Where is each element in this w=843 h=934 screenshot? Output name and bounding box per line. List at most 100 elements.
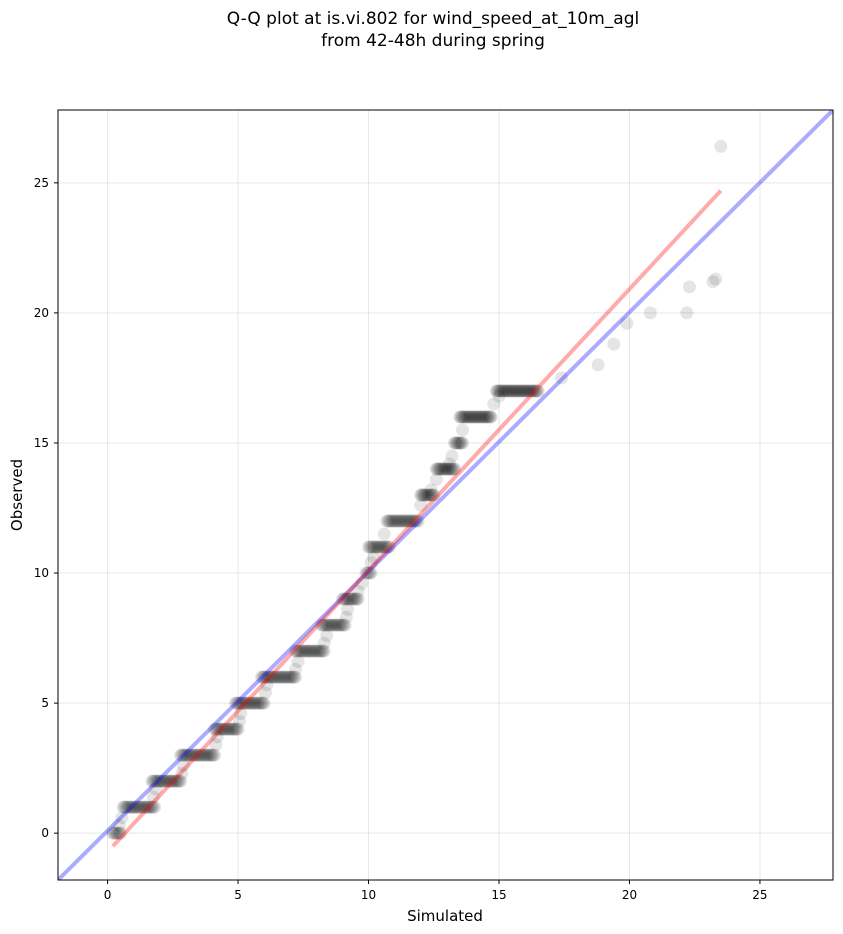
- data-point: [445, 449, 459, 463]
- data-point: [455, 423, 469, 437]
- data-point: [385, 514, 399, 528]
- data-point: [230, 696, 244, 710]
- data-point: [209, 738, 223, 752]
- data-point: [389, 514, 403, 528]
- data-point: [195, 748, 209, 762]
- data-point: [591, 358, 605, 372]
- data-point: [140, 800, 154, 814]
- data-point: [168, 774, 182, 788]
- data-point: [208, 722, 222, 736]
- data-point: [262, 670, 276, 684]
- data-point: [465, 410, 479, 424]
- plot-frame: [57, 109, 834, 881]
- data-point: [380, 514, 394, 528]
- data-point: [380, 540, 394, 554]
- data-point: [231, 722, 245, 736]
- data-point: [402, 514, 416, 528]
- data-point: [290, 644, 304, 658]
- data-point: [247, 696, 261, 710]
- data-point: [146, 800, 160, 814]
- data-point: [271, 670, 285, 684]
- data-point: [193, 748, 207, 762]
- data-point: [643, 306, 657, 320]
- data-point: [221, 722, 235, 736]
- data-point: [249, 696, 263, 710]
- data-point: [408, 514, 422, 528]
- data-point: [296, 644, 310, 658]
- data-point: [476, 410, 490, 424]
- data-point: [188, 748, 202, 762]
- data-point: [519, 384, 533, 398]
- data-point: [470, 410, 484, 424]
- data-point: [138, 800, 152, 814]
- data-point: [209, 722, 223, 736]
- data-point: [163, 774, 177, 788]
- data-point: [114, 826, 128, 840]
- data-point: [172, 774, 186, 788]
- data-point: [453, 410, 467, 424]
- data-point: [462, 410, 476, 424]
- data-point: [234, 707, 248, 721]
- data-point: [142, 800, 156, 814]
- data-point: [265, 670, 279, 684]
- data-point: [232, 696, 246, 710]
- data-point: [151, 774, 165, 788]
- data-point: [381, 514, 395, 528]
- data-point: [135, 800, 149, 814]
- data-point: [256, 670, 270, 684]
- y-tick-label: 15: [34, 436, 49, 450]
- data-point: [359, 566, 373, 580]
- data-point: [406, 514, 420, 528]
- data-point: [171, 774, 185, 788]
- data-point: [211, 722, 225, 736]
- data-point: [458, 410, 472, 424]
- data-point: [422, 488, 436, 502]
- data-point: [529, 384, 543, 398]
- data-point: [258, 686, 272, 700]
- data-point: [244, 696, 258, 710]
- data-point: [335, 592, 349, 606]
- data-point: [251, 696, 265, 710]
- data-point: [493, 384, 507, 398]
- data-point: [187, 748, 201, 762]
- data-point: [146, 790, 160, 804]
- data-point: [339, 610, 353, 624]
- data-point: [243, 696, 257, 710]
- y-tick-label: 5: [41, 696, 49, 710]
- data-point: [512, 384, 526, 398]
- data-point: [504, 384, 518, 398]
- data-point: [335, 618, 349, 632]
- data-point: [257, 670, 271, 684]
- data-point: [502, 384, 516, 398]
- data-point: [321, 618, 335, 632]
- data-point: [218, 722, 232, 736]
- y-axis-label: Observed: [8, 459, 26, 531]
- data-point: [508, 384, 522, 398]
- data-point: [398, 514, 412, 528]
- data-point: [424, 483, 438, 497]
- data-point: [495, 384, 509, 398]
- data-point: [133, 800, 147, 814]
- data-point: [215, 722, 229, 736]
- data-point: [288, 662, 302, 676]
- data-point: [355, 576, 369, 590]
- data-point: [416, 488, 430, 502]
- data-point: [305, 644, 319, 658]
- data-point: [149, 782, 163, 796]
- data-point: [479, 410, 493, 424]
- data-point: [210, 722, 224, 736]
- data-point: [124, 800, 138, 814]
- data-point: [260, 670, 274, 684]
- data-point: [381, 540, 395, 554]
- data-point: [148, 800, 162, 814]
- data-point: [174, 774, 188, 788]
- data-point: [132, 800, 146, 814]
- data-point: [181, 748, 195, 762]
- data-point: [482, 410, 496, 424]
- data-point: [440, 462, 454, 476]
- data-point: [393, 514, 407, 528]
- data-point: [455, 436, 469, 450]
- data-point: [157, 774, 171, 788]
- data-point: [515, 384, 529, 398]
- data-point: [302, 644, 316, 658]
